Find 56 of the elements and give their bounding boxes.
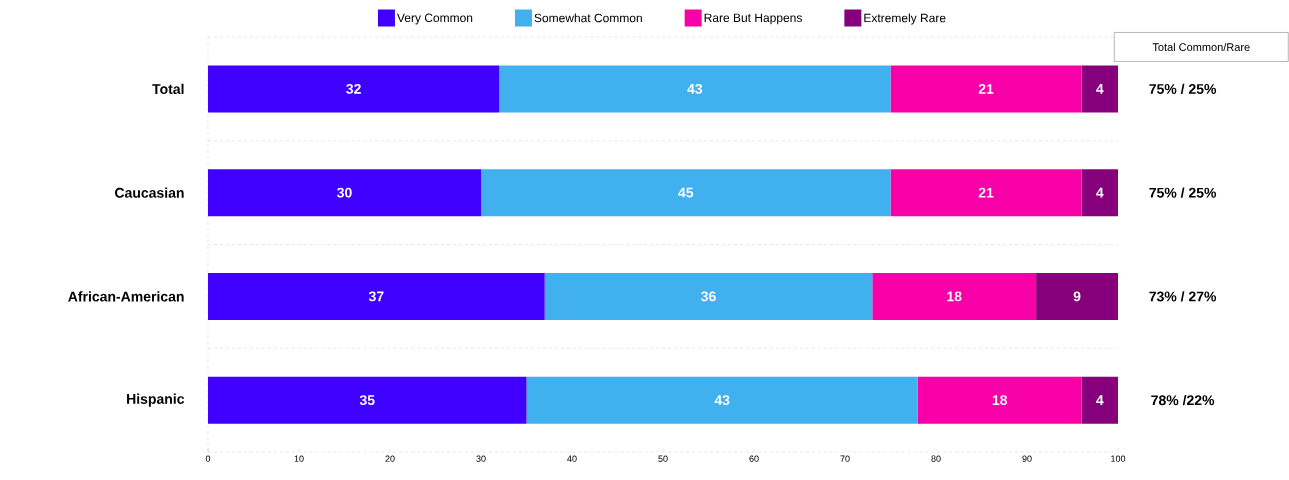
bar [1036,272,1119,320]
x-tick-label: 30 [476,455,486,462]
x-tick-label: 10 [294,455,304,462]
bar [890,65,1082,113]
bar [208,272,545,320]
bar [917,376,1082,424]
legend-label: Rare But Happens [704,13,802,25]
data-label: 18 [947,291,962,302]
data-label: 9 [1073,291,1081,302]
text: 78% /22% [1151,394,1215,406]
y-tick-label: Hispanic [127,393,185,407]
data-label: 4 [1096,187,1104,198]
text: 75% / 25% [1149,83,1217,95]
x-tick-label: 100 [1111,455,1126,462]
data-label: 21 [978,187,994,198]
x-tick-label: 90 [1022,455,1032,462]
bar [499,65,891,113]
y-tick-label: Caucasian [115,187,184,198]
bar [1081,376,1119,424]
data-label: 45 [678,187,694,198]
data-label: 37 [368,291,384,302]
data-label: 21 [978,83,994,94]
data-label: 30 [337,187,352,198]
bar [526,376,918,424]
x-tick-label: 80 [931,455,941,462]
bar [208,376,527,424]
data-label: 18 [992,395,1008,406]
bar [208,65,500,113]
bar [872,272,1037,320]
data-label: 36 [701,291,716,302]
bar [1081,65,1119,113]
bar [481,169,891,217]
data-label: 4 [1096,395,1104,405]
x-tick-label: 40 [567,455,577,462]
bar [1081,169,1119,217]
legend-label: Extremely Rare [864,13,946,25]
x-tick-label: 60 [749,455,759,462]
bar [544,272,873,320]
data-label: 35 [359,395,375,406]
bar [208,169,481,217]
bar [890,169,1082,217]
data-label: 4 [1096,84,1104,94]
x-tick-label: 20 [385,455,395,462]
x-tick-label: 50 [658,455,668,462]
x-tick-label: 0 [205,455,211,462]
legend-label: Very Common [397,13,473,25]
data-label: 43 [714,395,730,406]
x-tick-label: 70 [840,455,850,462]
data-label: 43 [687,83,703,94]
text: 73% / 27% [1149,291,1217,302]
y-tick-label: Total [152,83,184,95]
legend-label: Somewhat Common [534,13,642,23]
y-tick-label: African-American [68,291,184,302]
text: Total Common/Rare [1152,42,1250,51]
text: 75% / 25% [1149,187,1217,198]
data-label: 32 [346,83,361,94]
